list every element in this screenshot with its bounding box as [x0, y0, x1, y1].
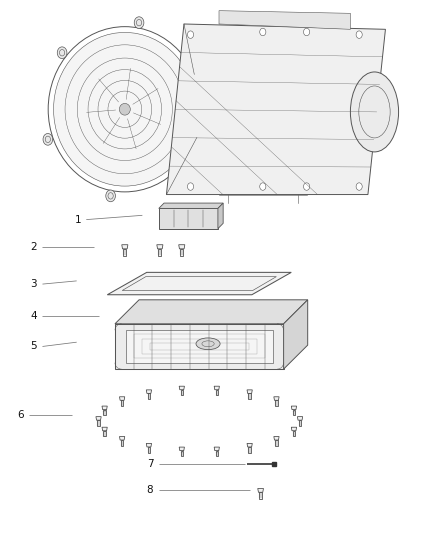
- Polygon shape: [248, 393, 251, 399]
- Polygon shape: [218, 203, 223, 229]
- Polygon shape: [214, 447, 219, 450]
- Polygon shape: [215, 390, 218, 395]
- Ellipse shape: [119, 103, 130, 115]
- Polygon shape: [179, 447, 184, 450]
- Text: 2: 2: [31, 243, 37, 252]
- Polygon shape: [159, 249, 161, 255]
- Polygon shape: [291, 427, 297, 431]
- Circle shape: [260, 28, 266, 36]
- Text: 8: 8: [147, 486, 153, 495]
- Circle shape: [304, 183, 310, 190]
- Polygon shape: [103, 431, 106, 437]
- Polygon shape: [96, 417, 101, 420]
- Circle shape: [183, 160, 192, 172]
- Text: 1: 1: [74, 215, 81, 224]
- Polygon shape: [274, 397, 279, 400]
- Polygon shape: [248, 447, 251, 453]
- Polygon shape: [283, 300, 307, 369]
- Polygon shape: [179, 245, 185, 249]
- Circle shape: [57, 47, 67, 59]
- Polygon shape: [166, 24, 385, 195]
- Ellipse shape: [157, 309, 176, 316]
- Ellipse shape: [350, 72, 399, 152]
- Ellipse shape: [53, 33, 196, 186]
- Circle shape: [43, 133, 53, 145]
- Polygon shape: [122, 245, 128, 249]
- Polygon shape: [124, 249, 126, 255]
- Polygon shape: [148, 393, 150, 399]
- Polygon shape: [146, 390, 152, 393]
- Polygon shape: [214, 386, 219, 390]
- Polygon shape: [215, 450, 218, 456]
- Polygon shape: [115, 300, 307, 324]
- Circle shape: [356, 183, 362, 190]
- Polygon shape: [157, 245, 163, 249]
- Polygon shape: [102, 406, 107, 409]
- Polygon shape: [258, 488, 263, 492]
- Circle shape: [197, 74, 207, 85]
- Polygon shape: [299, 420, 301, 426]
- Polygon shape: [120, 397, 125, 400]
- Polygon shape: [180, 450, 183, 456]
- Polygon shape: [146, 443, 152, 447]
- Circle shape: [134, 17, 144, 29]
- Polygon shape: [275, 400, 278, 406]
- Polygon shape: [297, 417, 303, 420]
- Polygon shape: [275, 440, 278, 446]
- Polygon shape: [247, 390, 252, 393]
- Circle shape: [187, 183, 194, 190]
- Text: 3: 3: [31, 279, 37, 289]
- Text: 5: 5: [31, 342, 37, 351]
- Polygon shape: [247, 443, 252, 447]
- Polygon shape: [180, 249, 183, 255]
- Polygon shape: [179, 386, 184, 390]
- Polygon shape: [293, 409, 295, 415]
- Circle shape: [304, 28, 310, 36]
- Polygon shape: [97, 420, 100, 426]
- Text: 6: 6: [18, 410, 24, 419]
- Ellipse shape: [198, 308, 214, 314]
- Polygon shape: [259, 492, 262, 498]
- Polygon shape: [180, 390, 183, 395]
- Polygon shape: [121, 440, 124, 446]
- Polygon shape: [107, 272, 291, 295]
- Polygon shape: [274, 437, 279, 440]
- Circle shape: [187, 31, 194, 38]
- Polygon shape: [115, 324, 283, 369]
- Polygon shape: [126, 330, 272, 362]
- Polygon shape: [291, 406, 297, 409]
- Polygon shape: [121, 400, 124, 406]
- Polygon shape: [219, 11, 350, 29]
- Polygon shape: [120, 437, 125, 440]
- Polygon shape: [293, 431, 295, 437]
- Polygon shape: [103, 409, 106, 415]
- Circle shape: [356, 31, 362, 38]
- Polygon shape: [148, 447, 150, 453]
- Circle shape: [260, 183, 266, 190]
- Text: 4: 4: [31, 311, 37, 320]
- Polygon shape: [102, 427, 107, 431]
- Text: 7: 7: [147, 459, 153, 469]
- Polygon shape: [159, 203, 223, 208]
- Ellipse shape: [196, 338, 220, 350]
- Circle shape: [106, 190, 116, 201]
- Polygon shape: [159, 208, 218, 229]
